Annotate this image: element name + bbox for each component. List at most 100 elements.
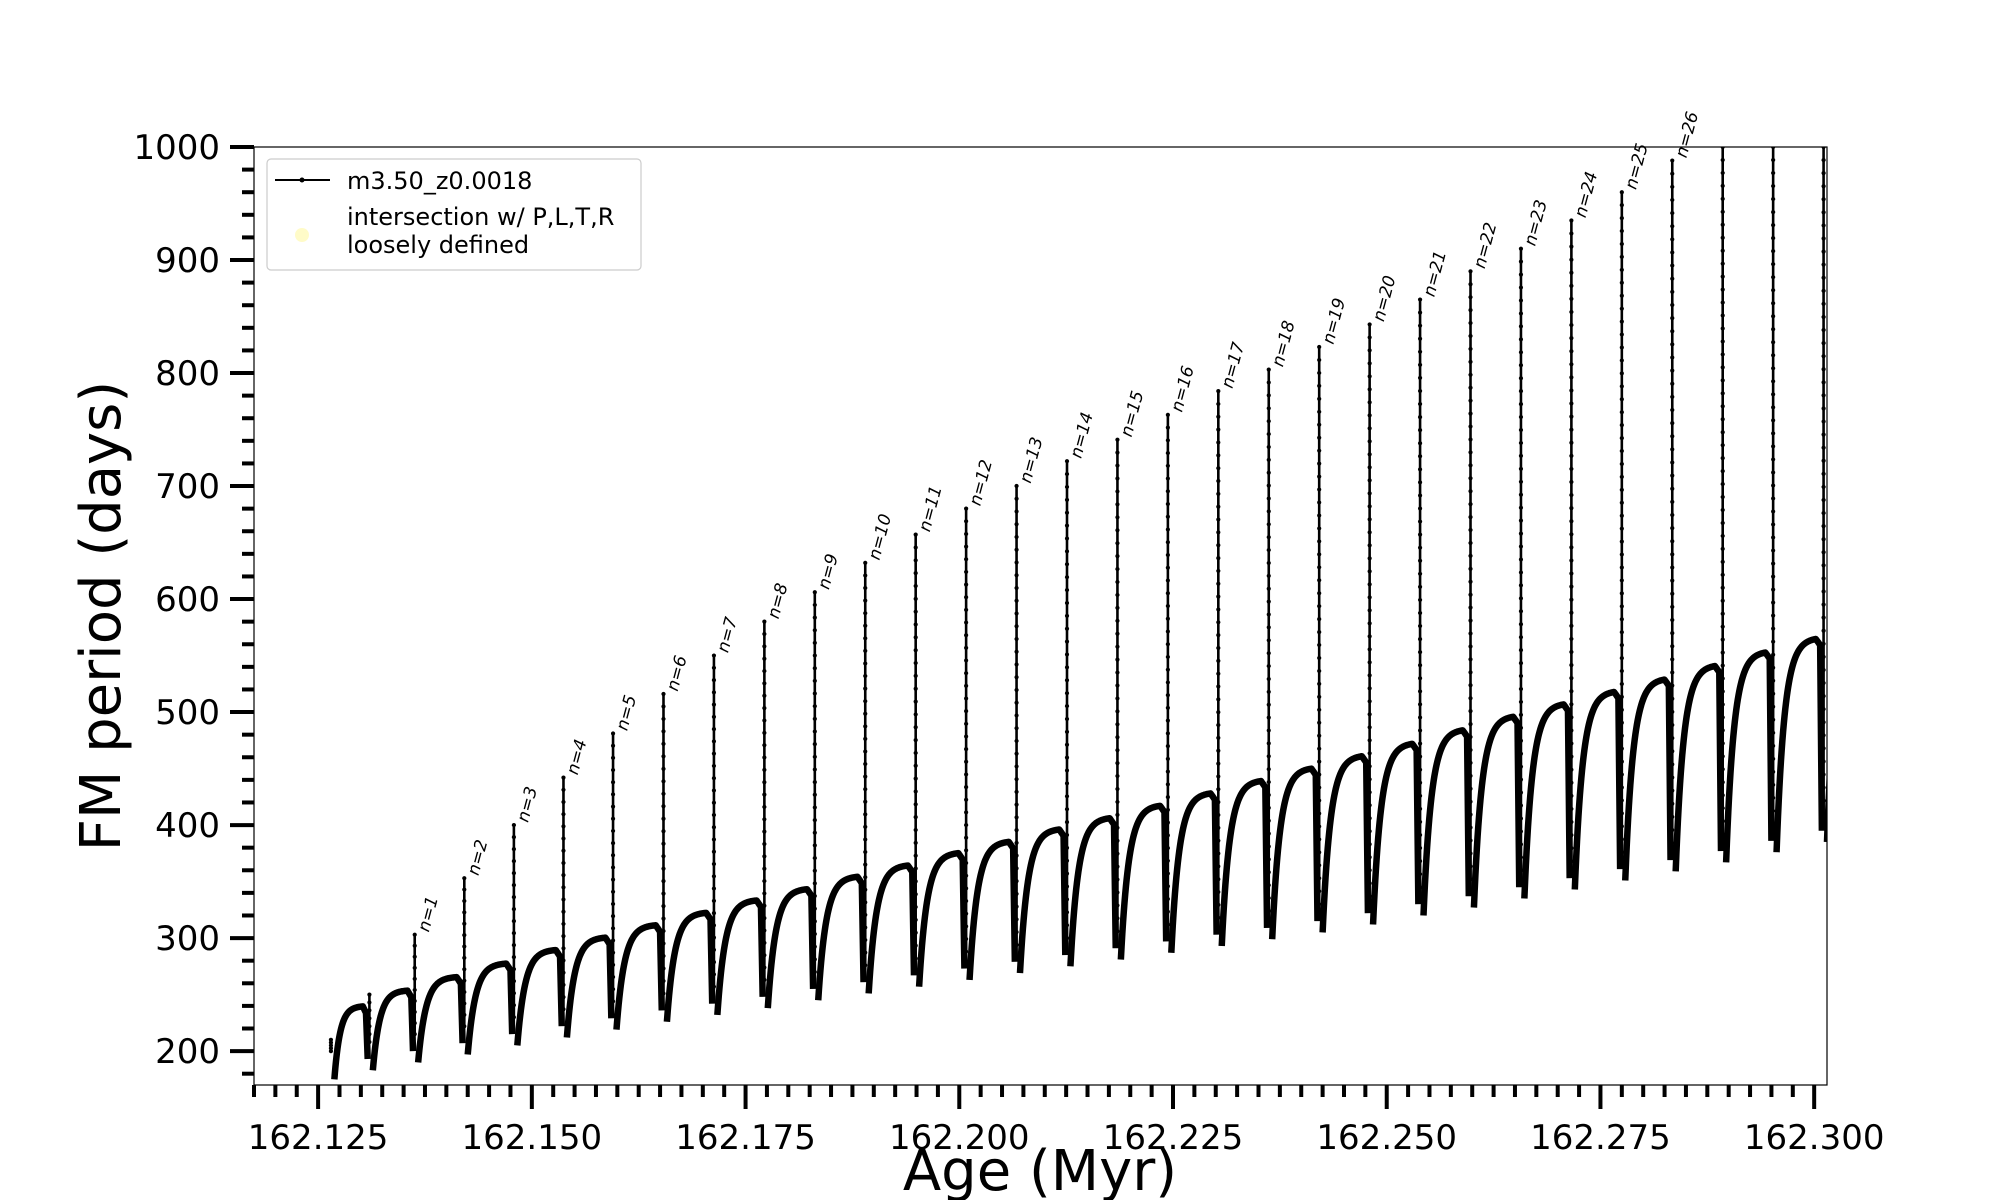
spike-point bbox=[412, 987, 417, 993]
spike-point bbox=[1216, 517, 1221, 522]
spike-point bbox=[1417, 297, 1423, 302]
spike-point bbox=[1720, 520, 1725, 526]
spike-point bbox=[1670, 788, 1675, 793]
spike-point bbox=[1216, 851, 1221, 856]
spike-point bbox=[1317, 526, 1322, 531]
spike-point bbox=[1064, 858, 1070, 863]
spike-point bbox=[1014, 611, 1019, 616]
series-cycle bbox=[367, 987, 417, 1071]
legend-entry-intersection-line2: loosely defined bbox=[347, 231, 529, 259]
ticks-layer bbox=[230, 145, 1817, 1109]
series-cycle bbox=[1771, 147, 1826, 853]
spike-point bbox=[1266, 393, 1271, 398]
spike-point bbox=[1569, 401, 1574, 406]
spike-point bbox=[1569, 689, 1574, 694]
spike-point bbox=[1064, 703, 1070, 709]
spike-point bbox=[1518, 518, 1524, 523]
spike-point bbox=[1518, 402, 1524, 407]
spike-point bbox=[1216, 414, 1221, 419]
x-tick-label: 162.125 bbox=[248, 1118, 389, 1158]
spike-point bbox=[711, 776, 717, 781]
spike-point bbox=[1720, 767, 1725, 772]
series-cycle bbox=[610, 731, 666, 1030]
spike-point bbox=[462, 887, 467, 892]
spike-point bbox=[1518, 699, 1524, 705]
spike-point bbox=[1619, 552, 1624, 557]
spike-point bbox=[1619, 526, 1624, 531]
spike-point bbox=[964, 721, 969, 726]
spike-point bbox=[711, 739, 717, 744]
spike-point bbox=[1266, 908, 1271, 914]
series-cycle bbox=[1064, 459, 1119, 967]
spike-point bbox=[1670, 657, 1675, 662]
spike-point bbox=[964, 898, 969, 904]
spike-point bbox=[1569, 492, 1574, 498]
spike-point bbox=[1619, 655, 1624, 661]
spike-point bbox=[1619, 785, 1624, 790]
spike-point bbox=[1468, 502, 1473, 507]
spike-point bbox=[1115, 644, 1120, 649]
spike-point bbox=[1670, 237, 1675, 242]
spike-point bbox=[1014, 675, 1019, 680]
spike-point bbox=[1064, 768, 1070, 773]
spike-point bbox=[1569, 362, 1574, 367]
series-line bbox=[764, 885, 817, 1009]
spike-point bbox=[1518, 505, 1524, 510]
spike-point bbox=[1115, 929, 1120, 934]
spike-point bbox=[1771, 613, 1776, 618]
spike-point bbox=[1064, 819, 1070, 825]
spike-point bbox=[1317, 668, 1322, 674]
spike-point bbox=[1317, 772, 1322, 777]
spike-point bbox=[1720, 507, 1725, 513]
spike-point bbox=[1266, 689, 1271, 694]
spike-point bbox=[964, 949, 969, 954]
spike-point bbox=[1266, 663, 1271, 669]
series-cycle bbox=[561, 775, 615, 1038]
series-line bbox=[514, 946, 566, 1046]
spike-point bbox=[1165, 412, 1170, 417]
spike-point bbox=[1266, 496, 1271, 501]
spike-point bbox=[1417, 637, 1423, 642]
spike-point bbox=[1771, 353, 1776, 358]
x-tick-label: 162.300 bbox=[1744, 1118, 1885, 1158]
spike-point bbox=[1014, 777, 1019, 782]
spike-point bbox=[462, 898, 467, 904]
spike-point bbox=[1317, 733, 1322, 738]
spike-point bbox=[1367, 777, 1372, 782]
spike-point bbox=[1417, 414, 1423, 420]
spike-point bbox=[661, 804, 666, 809]
spike-point bbox=[1064, 923, 1070, 928]
spike-point bbox=[913, 635, 918, 640]
spike-point bbox=[762, 903, 767, 908]
spike-point bbox=[1720, 689, 1725, 694]
spike-point bbox=[913, 763, 918, 768]
spike-point bbox=[511, 979, 516, 984]
spike-point bbox=[1468, 670, 1473, 675]
spike-point bbox=[964, 785, 969, 790]
spike-point bbox=[1771, 392, 1776, 397]
spike-point bbox=[610, 780, 616, 785]
spike-point bbox=[1771, 183, 1776, 189]
spike-point bbox=[1266, 741, 1271, 746]
spike-point bbox=[913, 892, 918, 897]
spike-point bbox=[1619, 850, 1624, 855]
spike-point bbox=[1216, 761, 1221, 766]
spike-point bbox=[1720, 663, 1725, 668]
spike-point bbox=[1317, 707, 1322, 712]
spike-point bbox=[1165, 795, 1170, 800]
spike-point bbox=[1317, 513, 1322, 518]
spike-point bbox=[661, 916, 666, 921]
spike-point bbox=[1266, 805, 1271, 810]
spike-point bbox=[1619, 798, 1624, 803]
spike-point bbox=[1518, 622, 1524, 627]
spike-point bbox=[1821, 354, 1826, 359]
spike-point bbox=[1619, 513, 1624, 518]
spike-point bbox=[1720, 585, 1725, 590]
spike-point bbox=[863, 611, 868, 616]
spike-point bbox=[561, 787, 566, 792]
spike-point bbox=[1064, 807, 1070, 812]
spike-point bbox=[1569, 427, 1574, 432]
spike-point bbox=[1367, 452, 1372, 457]
spike-point bbox=[1216, 722, 1221, 728]
spike-point bbox=[511, 883, 516, 888]
